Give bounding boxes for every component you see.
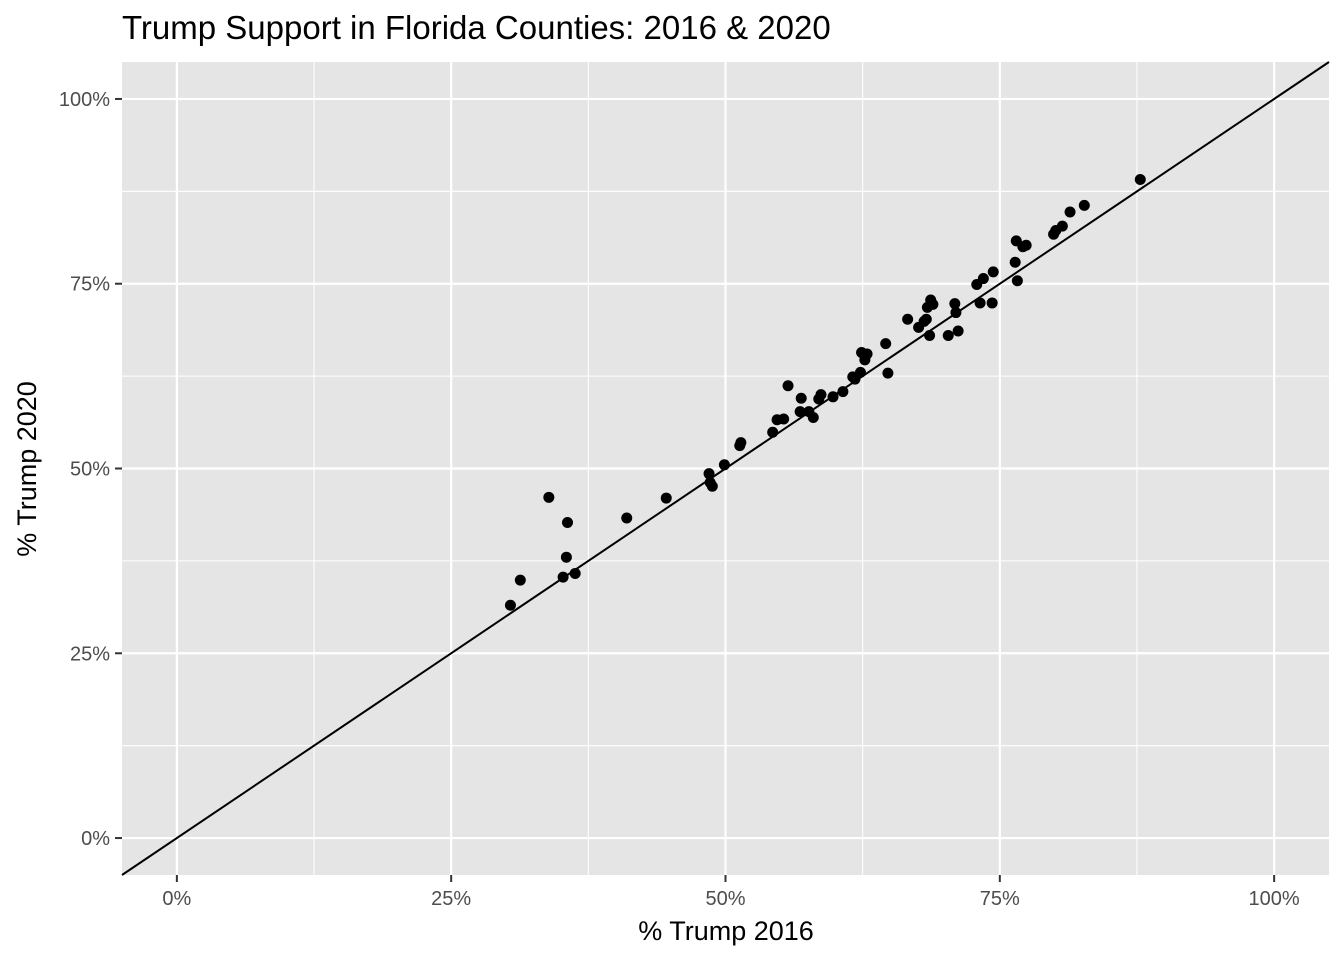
data-point <box>942 329 954 341</box>
y-tick-label: 25% <box>70 643 110 665</box>
x-axis-title: % Trump 2016 <box>638 916 814 946</box>
data-point <box>902 313 914 325</box>
data-point <box>837 386 849 398</box>
data-point <box>861 348 873 360</box>
data-point <box>977 273 989 285</box>
data-point <box>987 266 999 278</box>
data-point <box>986 297 998 309</box>
x-tick-label: 75% <box>980 888 1020 910</box>
data-point <box>767 426 779 438</box>
data-point <box>560 551 572 563</box>
data-point <box>660 492 672 504</box>
x-tick-label: 0% <box>162 888 191 910</box>
y-axis: 0% 25% 50% 75% 100% <box>59 89 122 850</box>
data-point <box>1064 206 1076 218</box>
data-point <box>795 392 807 404</box>
x-tick-label: 100% <box>1249 888 1300 910</box>
data-point <box>1009 256 1021 268</box>
y-tick-label: 0% <box>81 828 110 850</box>
data-point <box>557 571 569 583</box>
x-tick-label: 50% <box>705 888 745 910</box>
data-point <box>827 391 839 403</box>
y-axis-title: % Trump 2020 <box>12 381 42 557</box>
y-tick-label: 100% <box>59 89 110 111</box>
data-point <box>1056 220 1068 232</box>
data-point <box>924 329 936 341</box>
points-layer <box>504 174 1146 611</box>
x-axis: 0% 25% 50% 75% 100% <box>162 875 1300 910</box>
data-point <box>621 512 633 524</box>
data-point <box>735 437 747 449</box>
data-point <box>718 459 730 471</box>
y-tick-label: 75% <box>70 274 110 296</box>
data-point <box>882 367 894 379</box>
data-point <box>794 406 806 418</box>
data-point <box>1020 239 1032 251</box>
data-point <box>1011 275 1023 287</box>
data-point <box>703 468 715 480</box>
data-point <box>1078 199 1090 211</box>
data-point <box>807 412 819 424</box>
data-point <box>782 380 794 392</box>
data-point <box>950 307 962 319</box>
data-point <box>561 516 573 528</box>
data-point <box>815 389 827 401</box>
data-point <box>778 413 790 425</box>
data-point <box>927 298 939 310</box>
data-point <box>543 491 555 503</box>
data-point <box>854 366 866 378</box>
data-point <box>952 325 964 337</box>
data-point <box>569 567 581 579</box>
x-tick-label: 25% <box>431 888 471 910</box>
data-point <box>1134 174 1146 186</box>
data-point <box>949 298 961 310</box>
data-point <box>514 574 526 586</box>
chart-title: Trump Support in Florida Counties: 2016 … <box>122 9 831 46</box>
data-point <box>974 297 986 309</box>
y-tick-label: 50% <box>70 459 110 481</box>
data-point <box>706 480 718 492</box>
data-point <box>880 338 892 350</box>
data-point <box>920 313 932 325</box>
data-point <box>504 599 516 611</box>
